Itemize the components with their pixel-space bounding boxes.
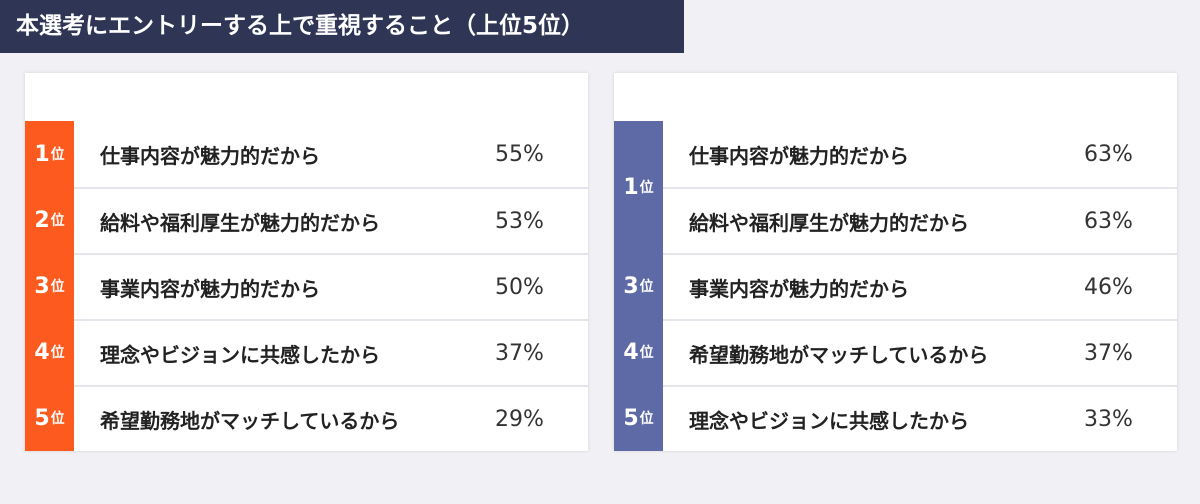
rank-suffix: 位 (639, 345, 654, 361)
rank-suffix: 位 (50, 345, 65, 361)
panel-header-bunkei: 文系 (286, 85, 327, 109)
reason-label: 給料や福利厚生が魅力的だから (689, 210, 969, 235)
panel-rikei: 理系 1 位仕事内容が魅力的だから 63% 給料や福利厚生が魅力的だから 63% 3 位事業… (614, 73, 1177, 451)
reason-label: 希望勤務地がマッチしているから (689, 342, 989, 367)
rank-suffix: 位 (639, 180, 654, 196)
table-row: 1 位 仕事内容が魅力的だから 63% (614, 121, 1177, 253)
reason-label: 仕事内容が魅力的だから (689, 143, 909, 168)
reason-label: 事業内容が魅力的だから (100, 276, 320, 301)
percent-value: 37% (1084, 340, 1133, 366)
panel-bunkei: 文系 1 位仕事内容が魅力的だから 55% 2 位給料や福利厚生が魅力的だから 53% 3 位… (25, 73, 588, 451)
rank-number: 5 (34, 405, 50, 431)
table-row: 1 位 仕事内容が魅力的だから 55% (25, 121, 588, 187)
rank-number: 1 (34, 141, 50, 167)
rank-suffix: 位 (639, 279, 654, 295)
page-title: 本選考にエントリーする上で重視すること（上位5位） (0, 0, 684, 53)
rank-number: 3 (34, 273, 50, 299)
rank-number: 2 (34, 207, 50, 233)
rows-bunkei: 1 位仕事内容が魅力的だから 55% 2 位給料や福利厚生が魅力的だから 53% 3 位事業内… (25, 121, 588, 451)
reason-label: 理念やビジョンに共感したから (100, 342, 380, 367)
table-row: 4 位 理念やビジョンに共感したから 37% (25, 319, 588, 385)
table-row: 4 位 希望勤務地がマッチしているから 37% (614, 319, 1177, 385)
rank-number: 3 (623, 273, 639, 299)
rank-suffix: 位 (50, 411, 65, 427)
rank-number: 4 (623, 339, 639, 365)
table-row: 5 位 希望勤務地がマッチしているから 29% (25, 385, 588, 451)
table-row: 給料や福利厚生が魅力的だから 63% (614, 187, 1177, 253)
rank-suffix: 位 (50, 213, 65, 229)
reason-label: 理念やビジョンに共感したから (689, 408, 969, 433)
percent-value: 63% (1084, 141, 1133, 167)
table-row: 3 位 事業内容が魅力的だから 46% (614, 253, 1177, 319)
percent-value: 29% (495, 406, 544, 432)
percent-value: 63% (1084, 208, 1133, 234)
reason-label: 仕事内容が魅力的だから (100, 143, 320, 168)
reason-label: 事業内容が魅力的だから (689, 276, 909, 301)
table-row: 5 位 理念やビジョンに共感したから 33% (614, 385, 1177, 451)
percent-value: 46% (1084, 274, 1133, 300)
percent-value: 53% (495, 208, 544, 234)
rank-suffix: 位 (639, 411, 654, 427)
rows-rikei: 1 位仕事内容が魅力的だから 63% 給料や福利厚生が魅力的だから 63% 3 位事業内容が… (614, 121, 1177, 451)
rank-suffix: 位 (50, 147, 65, 163)
percent-value: 55% (495, 141, 544, 167)
rank-number: 5 (623, 405, 639, 431)
rank-suffix: 位 (50, 279, 65, 295)
panel-header-rikei: 理系 (875, 85, 916, 109)
table-row: 3 位 事業内容が魅力的だから 50% (25, 253, 588, 319)
percent-value: 37% (495, 340, 544, 366)
rank-number: 4 (34, 339, 50, 365)
reason-label: 給料や福利厚生が魅力的だから (100, 210, 380, 235)
percent-value: 50% (495, 274, 544, 300)
rank-number: 1 (623, 174, 639, 200)
table-row: 2 位 給料や福利厚生が魅力的だから 53% (25, 187, 588, 253)
reason-label: 希望勤務地がマッチしているから (100, 408, 400, 433)
percent-value: 33% (1084, 406, 1133, 432)
